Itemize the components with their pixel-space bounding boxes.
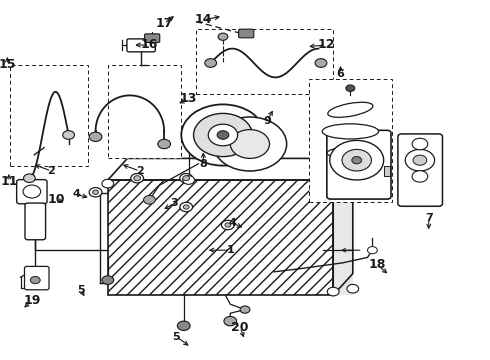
Text: 9: 9 — [263, 116, 271, 126]
Text: 4: 4 — [72, 189, 80, 199]
Text: 17: 17 — [155, 17, 173, 30]
Text: 18: 18 — [368, 258, 386, 271]
Circle shape — [368, 247, 377, 254]
Circle shape — [102, 276, 114, 284]
Circle shape — [158, 139, 171, 149]
Text: 5: 5 — [77, 285, 85, 295]
Circle shape — [183, 176, 190, 181]
Circle shape — [177, 321, 190, 330]
Bar — [10, 65, 88, 166]
Circle shape — [412, 171, 428, 182]
Circle shape — [221, 220, 234, 230]
Text: 19: 19 — [23, 294, 41, 307]
Circle shape — [413, 155, 427, 165]
Ellipse shape — [328, 102, 373, 117]
Circle shape — [131, 174, 144, 183]
Circle shape — [181, 104, 265, 166]
Bar — [333, 180, 353, 295]
Text: 20: 20 — [231, 321, 249, 334]
Text: 4: 4 — [229, 218, 237, 228]
Circle shape — [346, 85, 355, 91]
Text: 1: 1 — [226, 245, 234, 255]
Circle shape — [412, 138, 428, 150]
Circle shape — [89, 132, 102, 141]
Text: 6: 6 — [337, 69, 344, 79]
Circle shape — [102, 179, 114, 188]
Circle shape — [405, 149, 435, 171]
Text: 2: 2 — [136, 166, 144, 176]
Circle shape — [224, 316, 237, 326]
Text: 14: 14 — [195, 13, 212, 26]
Circle shape — [327, 287, 339, 296]
Text: 10: 10 — [48, 193, 65, 206]
Circle shape — [30, 276, 40, 284]
Bar — [108, 180, 333, 295]
Circle shape — [134, 176, 141, 181]
Text: 13: 13 — [180, 93, 197, 105]
Circle shape — [352, 157, 362, 164]
FancyBboxPatch shape — [239, 29, 254, 38]
Text: 5: 5 — [172, 332, 180, 342]
FancyBboxPatch shape — [17, 180, 47, 204]
Circle shape — [194, 113, 252, 157]
Circle shape — [23, 185, 41, 198]
Bar — [196, 29, 333, 94]
Text: 12: 12 — [317, 39, 335, 51]
Circle shape — [93, 190, 98, 194]
Bar — [309, 79, 392, 202]
Bar — [384, 166, 390, 176]
Ellipse shape — [322, 124, 378, 139]
Circle shape — [144, 195, 155, 204]
Text: 7: 7 — [425, 213, 433, 223]
Circle shape — [213, 117, 287, 171]
Circle shape — [225, 223, 231, 227]
Circle shape — [240, 306, 250, 313]
Circle shape — [89, 188, 102, 197]
FancyBboxPatch shape — [145, 34, 160, 42]
Circle shape — [217, 131, 229, 139]
FancyBboxPatch shape — [24, 266, 49, 290]
Circle shape — [347, 284, 359, 293]
Text: 15: 15 — [0, 58, 16, 71]
FancyBboxPatch shape — [327, 130, 391, 199]
Circle shape — [208, 124, 238, 146]
Circle shape — [24, 174, 35, 183]
Text: 16: 16 — [141, 39, 158, 51]
Circle shape — [315, 59, 327, 67]
Ellipse shape — [327, 147, 373, 159]
Circle shape — [183, 205, 189, 209]
FancyBboxPatch shape — [127, 39, 155, 52]
Text: 2: 2 — [48, 166, 55, 176]
Text: 3: 3 — [170, 198, 178, 208]
Circle shape — [230, 130, 270, 158]
FancyBboxPatch shape — [398, 134, 442, 206]
Text: 8: 8 — [199, 159, 207, 169]
Circle shape — [63, 131, 74, 139]
Text: 11: 11 — [0, 175, 18, 188]
Circle shape — [183, 176, 195, 184]
Circle shape — [180, 202, 193, 212]
Circle shape — [180, 174, 193, 183]
Circle shape — [330, 140, 384, 180]
Circle shape — [218, 33, 228, 40]
Bar — [108, 65, 181, 158]
FancyBboxPatch shape — [25, 203, 46, 240]
Circle shape — [205, 59, 217, 67]
Circle shape — [342, 149, 371, 171]
